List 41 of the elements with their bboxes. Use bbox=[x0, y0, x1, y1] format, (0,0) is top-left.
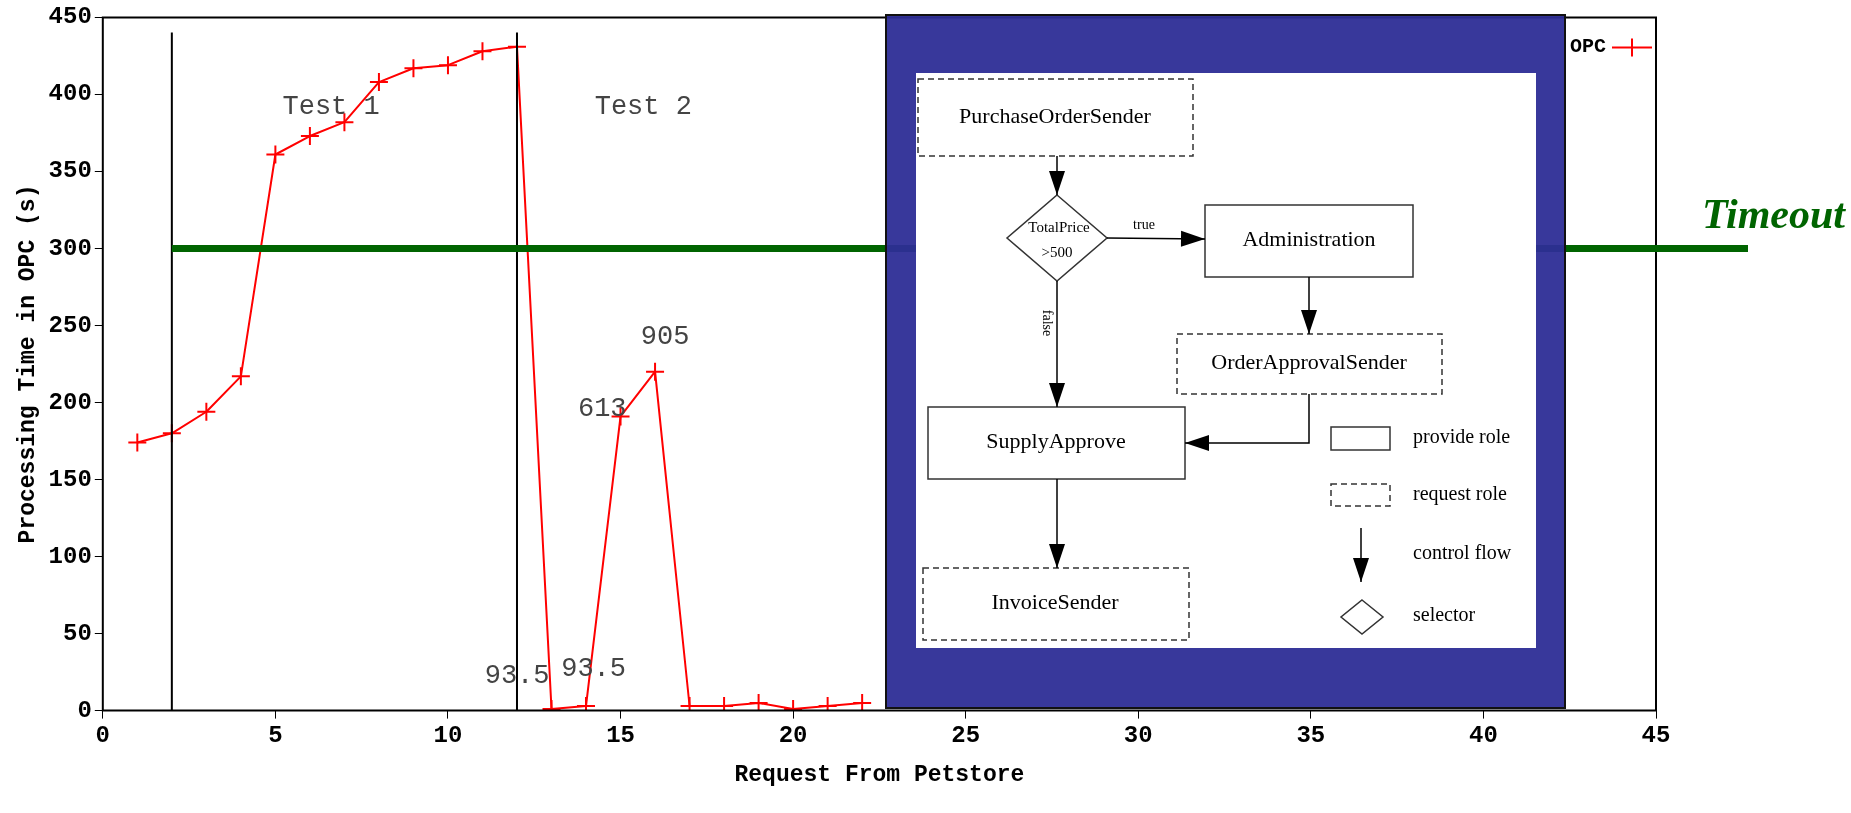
x-tick-label: 25 bbox=[951, 722, 981, 750]
y-tick-label: 50 bbox=[62, 619, 92, 647]
annotation: InvoiceSender bbox=[991, 589, 1120, 615]
annotation: request role bbox=[1413, 481, 1507, 505]
annotation: TotalPrice bbox=[1028, 219, 1091, 236]
annotation: control flow bbox=[1413, 540, 1512, 563]
annotation: true bbox=[1133, 217, 1155, 233]
annotation: false bbox=[1039, 309, 1055, 337]
x-tick-label: 20 bbox=[778, 722, 808, 750]
annotation: 905 bbox=[640, 321, 690, 352]
annotation: >500 bbox=[1041, 244, 1073, 261]
x-tick-label: 5 bbox=[268, 722, 283, 750]
annotation: PurchaseOrderSender bbox=[959, 103, 1152, 129]
legend-label: OPC bbox=[1569, 35, 1606, 59]
annotation: selector bbox=[1413, 602, 1476, 625]
x-tick-label: 0 bbox=[95, 722, 111, 750]
y-tick-label: 350 bbox=[48, 157, 92, 185]
annotation: SupplyApprove bbox=[986, 428, 1126, 454]
y-tick-label: 450 bbox=[48, 3, 92, 31]
x-tick-label: 10 bbox=[433, 722, 463, 750]
x-axis-title: Request From Petstore bbox=[734, 762, 1025, 788]
y-tick-label: 150 bbox=[48, 465, 92, 493]
y-tick-label: 200 bbox=[48, 388, 92, 416]
y-tick-label: 0 bbox=[77, 696, 92, 724]
annotation: provide role bbox=[1413, 424, 1511, 448]
x-tick-label: 30 bbox=[1123, 722, 1153, 750]
x-tick-label: 15 bbox=[606, 722, 635, 750]
annotation: Administration bbox=[1242, 226, 1376, 252]
y-tick-label: 250 bbox=[48, 311, 92, 339]
y-axis-title: Processing Time in OPC (s) bbox=[14, 184, 41, 544]
x-tick-label: 40 bbox=[1469, 722, 1498, 750]
annotation: 613 bbox=[577, 394, 627, 425]
y-tick-label: 400 bbox=[48, 80, 92, 108]
annotation: OrderApprovalSender bbox=[1211, 349, 1408, 375]
annotation: Test 2 bbox=[594, 92, 692, 123]
x-tick-label: 35 bbox=[1296, 722, 1326, 750]
ref-line-label: Timeout bbox=[1701, 191, 1847, 238]
x-tick-label: 45 bbox=[1641, 722, 1671, 750]
y-tick-label: 100 bbox=[48, 542, 92, 570]
y-tick-label: 300 bbox=[48, 234, 92, 262]
annotation: Test 1 bbox=[282, 92, 380, 123]
